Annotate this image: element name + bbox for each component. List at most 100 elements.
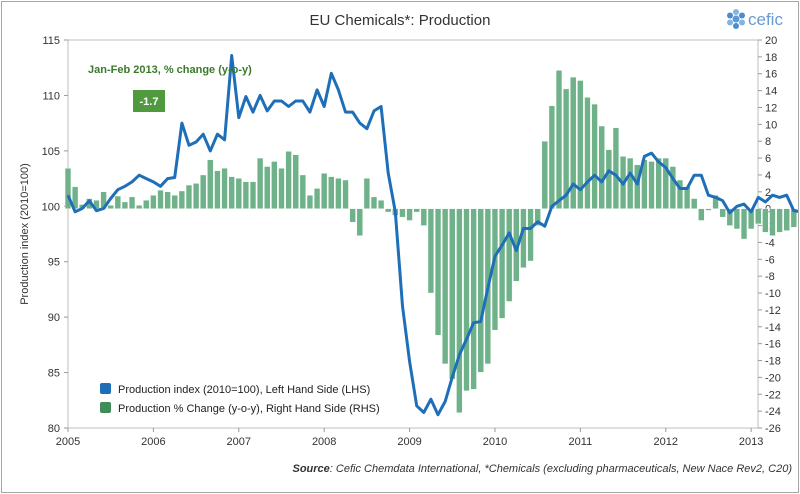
bar <box>456 208 463 414</box>
bar <box>427 208 435 294</box>
bar <box>555 70 563 209</box>
bar-series <box>64 70 798 414</box>
logo-text: cefic <box>748 10 783 29</box>
bar <box>634 164 641 209</box>
bar <box>143 200 150 209</box>
source-text: : Cefic Chemdata International, *Chemica… <box>330 463 793 475</box>
bar <box>321 173 328 209</box>
x-tick-label: 2005 <box>56 436 80 448</box>
bar <box>648 161 655 209</box>
plot-area <box>67 39 759 429</box>
bar <box>506 208 513 302</box>
bar <box>399 208 406 218</box>
bar <box>335 178 342 209</box>
annotation-value: -1.7 <box>140 96 159 108</box>
left-tick-label: 80 <box>48 423 60 435</box>
bar <box>719 208 726 218</box>
cefic-logo: cefic <box>727 9 783 29</box>
right-tick-label: 14 <box>765 86 777 98</box>
bar <box>683 186 691 209</box>
bar <box>612 127 620 209</box>
right-tick-label: 8 <box>765 136 771 148</box>
left-tick-label: 105 <box>42 146 60 158</box>
bar <box>662 157 669 209</box>
bar <box>762 208 769 233</box>
bar <box>178 190 185 209</box>
bar <box>200 174 207 209</box>
bar <box>563 88 570 209</box>
right-tick-label: -18 <box>765 356 781 368</box>
bar <box>121 201 129 209</box>
right-tick-label: -16 <box>765 339 781 351</box>
bar <box>342 179 349 209</box>
bar <box>470 208 477 390</box>
bar <box>171 194 178 209</box>
bar <box>136 205 143 209</box>
bar <box>257 157 264 209</box>
source-label: Source <box>292 463 329 475</box>
bar <box>192 183 200 209</box>
bar <box>313 188 321 209</box>
x-tick-label: 2009 <box>397 436 421 448</box>
bar <box>477 208 484 373</box>
bar <box>548 105 556 209</box>
bar <box>776 208 783 233</box>
bar <box>726 208 733 226</box>
x-tick-label: 2012 <box>654 436 678 448</box>
bar <box>292 154 299 209</box>
bar <box>584 97 591 209</box>
right-tick-label: -6 <box>765 254 775 266</box>
bar <box>363 178 370 209</box>
left-tick-label: 85 <box>48 368 60 380</box>
x-tick-label: 2013 <box>739 436 763 448</box>
right-tick-label: 16 <box>765 69 777 81</box>
right-tick-label: 18 <box>765 52 777 64</box>
bar <box>755 208 762 225</box>
bar <box>306 194 314 209</box>
annotation-label: Jan-Feb 2013, % change (y-o-y) <box>88 64 252 76</box>
bar <box>463 208 470 392</box>
right-tick-label: -12 <box>765 305 781 317</box>
bar <box>740 208 748 240</box>
bar <box>627 157 634 209</box>
left-tick-label: 90 <box>48 312 60 324</box>
bar <box>449 208 456 380</box>
bar <box>114 195 121 209</box>
bar <box>164 191 171 209</box>
y-axis-label: Production index (2010=100) <box>19 163 31 305</box>
bar <box>420 208 427 226</box>
bar <box>235 178 242 209</box>
left-tick-label: 100 <box>42 201 60 213</box>
bar <box>733 208 741 230</box>
bar <box>299 174 306 209</box>
right-tick-label: 6 <box>765 153 771 165</box>
bar <box>356 208 363 236</box>
right-tick-label: -4 <box>765 237 775 249</box>
bar <box>128 196 136 209</box>
bar <box>221 168 228 209</box>
left-tick-label: 110 <box>42 90 60 102</box>
bar <box>570 76 577 209</box>
bar <box>783 208 790 231</box>
left-y-axis: 80 85 90 95 100 105 110 115 <box>42 35 68 435</box>
bar <box>498 208 506 319</box>
bar <box>655 157 662 209</box>
right-tick-label: 12 <box>765 102 777 114</box>
bar <box>591 103 598 209</box>
bar <box>271 161 278 209</box>
bar <box>328 176 335 209</box>
right-tick-label: -24 <box>765 406 781 418</box>
x-tick-label: 2011 <box>569 436 593 448</box>
legend-label-line: Production index (2010=100), Left Hand S… <box>118 384 370 396</box>
bar <box>669 166 676 209</box>
right-tick-label: -20 <box>765 372 781 384</box>
index-line <box>66 54 798 417</box>
bar <box>185 184 193 209</box>
right-tick-label: -22 <box>765 389 781 401</box>
left-tick-label: 95 <box>48 257 60 269</box>
right-tick-label: 10 <box>765 119 777 131</box>
bar <box>769 208 776 236</box>
annotation-badge <box>133 90 165 112</box>
bar <box>712 194 719 209</box>
